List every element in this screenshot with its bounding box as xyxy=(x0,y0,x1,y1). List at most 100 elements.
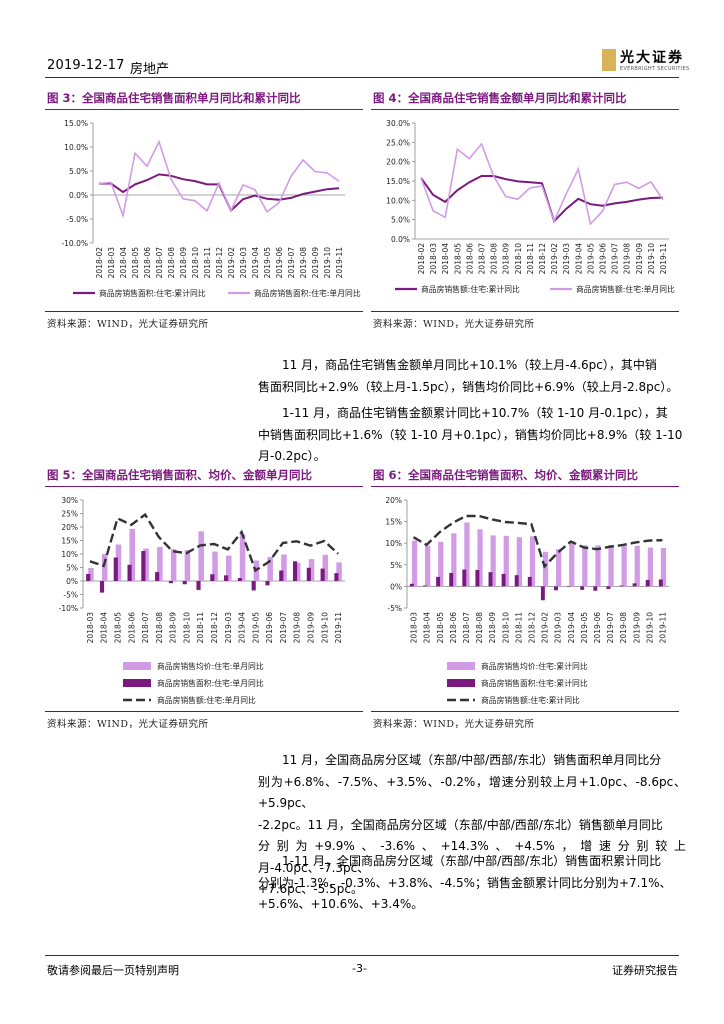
fig6-bar-area xyxy=(540,586,545,601)
para2-line1: 1-11 月，商品住宅销售金额累计同比+10.7%（较 1-10 月-0.1pc… xyxy=(282,406,668,420)
fig3-series-line-2 xyxy=(98,139,340,219)
logo-text: 光大证券 xyxy=(620,50,684,66)
fig6-bar-price xyxy=(542,551,549,587)
fig3-xtick-label: 2018-04 xyxy=(119,247,128,279)
fig4-xtick-label: 2018-06 xyxy=(465,243,474,275)
fig6-xtick-label: 2018-08 xyxy=(475,612,484,644)
fig5-bar-area xyxy=(320,568,325,581)
fig3-title: 图 3：全国商品住宅销售面积单月同比和累计同比 xyxy=(47,91,301,105)
fig6-bar-area xyxy=(514,575,519,587)
para4-line3: +5.6%、+10.6%、+3.4%。 xyxy=(258,897,424,911)
fig6-bar-area xyxy=(475,569,480,587)
fig6-bar-price xyxy=(451,533,457,587)
fig6-legend-label-3: 商品房销售额:住宅:累计同比 xyxy=(481,695,580,705)
fig3-xtick-label: 2019-11 xyxy=(335,247,344,279)
fig3-ytick-label: 0.0% xyxy=(69,191,88,200)
fig5-ytick-label: 0% xyxy=(66,577,78,586)
fig4-source: 资料来源：WIND，光大证券研究所 xyxy=(373,319,535,330)
fig5-xtick-label: 2018-04 xyxy=(100,612,109,644)
fig3-ytick-label: 5.0% xyxy=(69,167,88,176)
fig5-bar-area xyxy=(306,567,311,581)
fig5-bar-area xyxy=(155,572,160,581)
fig5-bar-price xyxy=(226,555,232,581)
fig6-bar-area xyxy=(658,579,663,587)
fig5-xtick-label: 2018-07 xyxy=(141,612,150,644)
fig4-xtick-label: 2018-10 xyxy=(514,243,523,275)
fig5-bar-price xyxy=(322,554,329,581)
fig6-xtick-label: 2018-11 xyxy=(514,612,523,644)
fig6-bar-area xyxy=(423,585,427,587)
fig6-ytick-label: -5% xyxy=(387,604,402,613)
header-rule xyxy=(45,77,679,78)
fig5-bar-area xyxy=(265,581,270,586)
footer-report-type: 证券研究报告 xyxy=(612,964,678,977)
fig6-xtick-label: 2018-12 xyxy=(527,612,536,644)
fig5-bar-price xyxy=(198,531,204,581)
report-date: 2019-12-17 xyxy=(47,58,125,73)
fig6-title: 图 6：全国商品住宅销售面积、均价、金额累计同比 xyxy=(373,468,639,482)
fig6-xtick-label: 2018-03 xyxy=(410,612,419,644)
fig4-series-line-1 xyxy=(420,175,664,224)
fig5-xtick-label: 2019-11 xyxy=(334,612,343,644)
fig3-xtick-label: 2019-02 xyxy=(227,247,236,279)
page-number: -3- xyxy=(352,962,367,975)
fig4-xtick-label: 2019-07 xyxy=(611,243,620,275)
fig4-ytick-label: 10.0% xyxy=(386,196,410,205)
fig3-ytick-label: -10.0% xyxy=(61,239,88,248)
fig5-bar-area xyxy=(251,581,256,591)
para4-line2: 分别为-1.3%、-0.3%、+3.8%、-4.5%；销售金额累计同比分别为+7… xyxy=(258,875,672,890)
fig4-xtick-label: 2019-10 xyxy=(647,243,656,275)
fig6-bar-price xyxy=(438,541,444,587)
fig5-xtick-label: 2019-09 xyxy=(307,612,316,644)
fig6-bar-area xyxy=(488,572,493,587)
fig3-xtick-label: 2018-07 xyxy=(155,247,164,279)
fig4-xtick-label: 2019-04 xyxy=(574,243,583,275)
fig3-bottom-rule xyxy=(45,311,363,312)
fig5-xtick-label: 2018-05 xyxy=(113,612,122,644)
para3-line5: +7.6pc、-5.5pc。 xyxy=(258,882,363,896)
fig6-bar-price xyxy=(621,546,627,587)
fig5-title: 图 5：全国商品住宅销售面积、均价、金额单月同比 xyxy=(47,468,313,482)
fig5-bar-area xyxy=(334,573,339,581)
fig4-xtick-label: 2019-09 xyxy=(635,243,644,275)
fig5-legend-swatch-1 xyxy=(123,662,151,670)
fig4-xtick-label: 2019-08 xyxy=(623,243,632,275)
fig6-bar-price xyxy=(464,522,470,587)
fig3-series-line-1 xyxy=(99,173,340,213)
fig5-bar-price xyxy=(129,528,136,581)
para2-line3: 月-0.2pc）。 xyxy=(258,449,326,463)
fig5-ytick-label: 15% xyxy=(61,537,78,546)
fig5-bar-price xyxy=(88,568,94,581)
fig6-xtick-label: 2018-09 xyxy=(488,612,497,644)
fig5-bar-area xyxy=(210,574,215,581)
fig3-xtick-label: 2018-08 xyxy=(167,247,176,279)
fig5-bar-area xyxy=(113,557,118,581)
fig6-xtick-label: 2019-03 xyxy=(554,612,563,644)
fig4-ytick-label: 5.0% xyxy=(391,216,410,225)
fig6-bottom-rule xyxy=(371,711,679,712)
fig6-xtick-label: 2019-06 xyxy=(593,612,602,644)
fig5-xtick-label: 2018-08 xyxy=(155,612,164,644)
fig3-xtick-label: 2018-02 xyxy=(95,247,104,279)
fig5-bar-price xyxy=(184,549,191,581)
fig4-xtick-label: 2018-08 xyxy=(490,243,499,275)
fig5-bar-area xyxy=(99,581,105,593)
fig6-bar-price xyxy=(595,545,601,587)
fig3-chart: 15.0%10.0%5.0%0.0%-5.0%-10.0%2018-02 2018… xyxy=(61,119,360,298)
fig5-xtick-label: 2019-08 xyxy=(293,612,302,644)
para3-line1: 11 月，全国商品房分区域（东部/中部/西部/东北）销售面积单月同比分 xyxy=(282,753,662,767)
fig3-xtick-label: 2018-03 xyxy=(107,247,116,279)
fig5-bar-area xyxy=(237,578,242,581)
fig5-bar-area xyxy=(182,581,187,585)
fig4-xtick-label: 2018-03 xyxy=(429,243,438,275)
fig6-ytick-label: 15% xyxy=(385,518,402,527)
fig5-xtick-label: 2018-09 xyxy=(169,612,178,644)
fig5-series-line-amount xyxy=(89,512,339,573)
fig3-xtick-label: 2018-10 xyxy=(191,247,200,279)
fig5-ytick-label: 20% xyxy=(61,523,78,532)
fig4-series-line-2 xyxy=(420,142,664,226)
fig6-legend-swatch-2 xyxy=(447,679,475,687)
fig4-xtick-label: 2019-06 xyxy=(598,243,607,275)
fig3-ytick-label: 10.0% xyxy=(64,143,88,152)
company-logo: 光大证券 EVERBRIGHT SECURITIES xyxy=(602,47,692,77)
